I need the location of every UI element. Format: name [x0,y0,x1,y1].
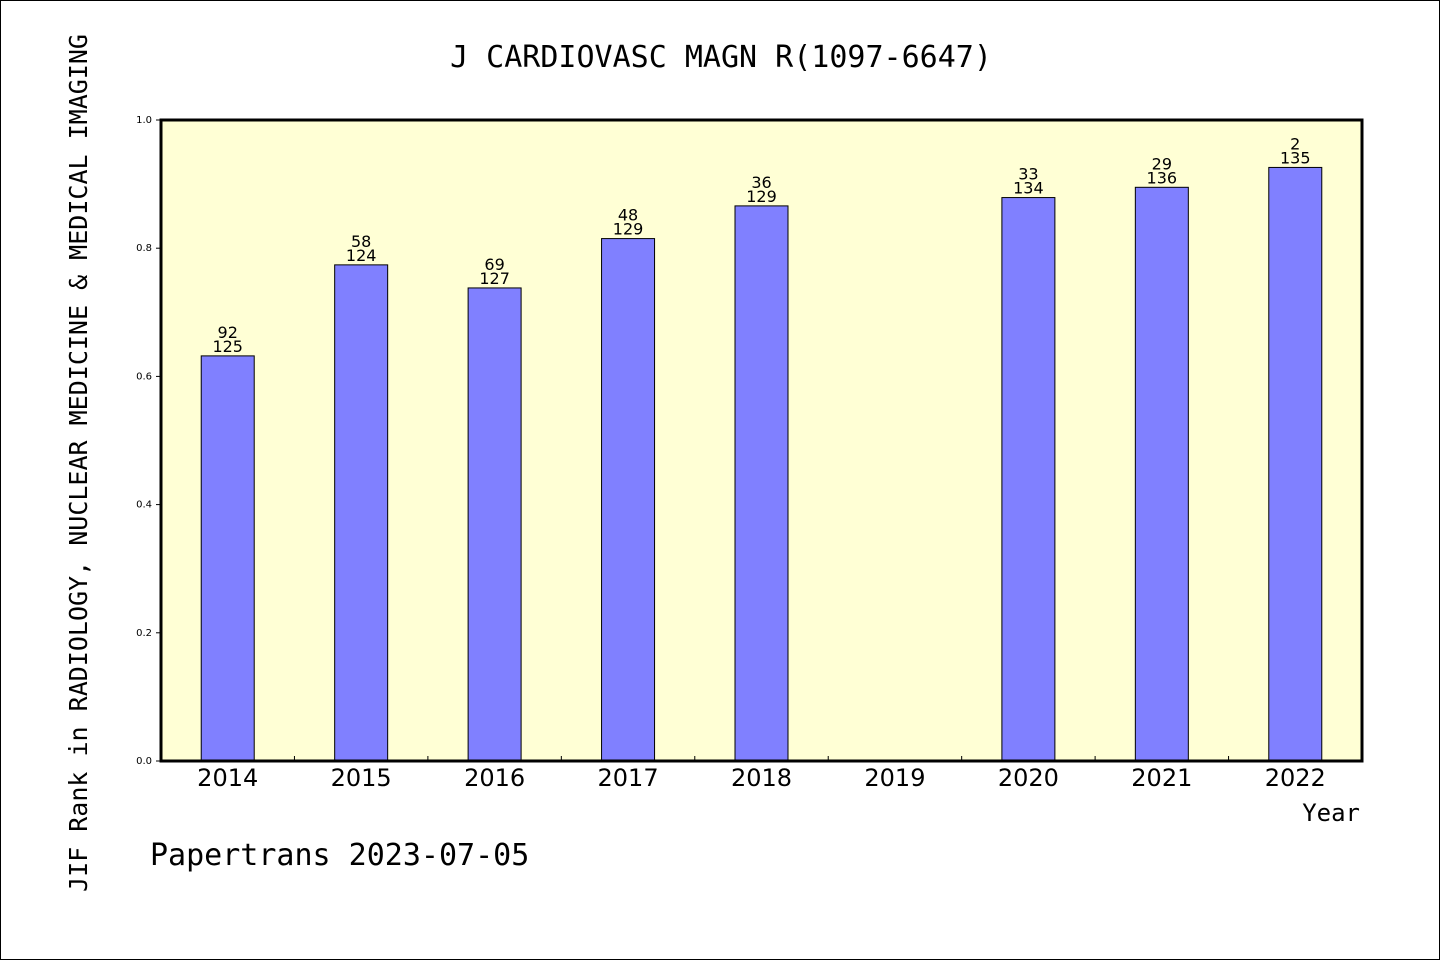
y-tick-label: 0.6 [136,371,152,382]
y-axis-label: JIF Rank in RADIOLOGY, NUCLEAR MEDICINE … [64,34,93,892]
bar-total-label: 134 [1013,179,1044,198]
bar-total-label: 135 [1280,148,1311,167]
bar [601,238,656,762]
x-tick-label: 2016 [464,764,525,792]
bar [1001,197,1056,762]
x-tick-label: 2020 [998,764,1059,792]
chart-title: J CARDIOVASC MAGN R(1097-6647) [450,40,992,75]
bar-total-label: 125 [212,337,243,356]
bar-rank-label: 36 [751,173,771,192]
x-tick-label: 2022 [1265,764,1326,792]
bar-rank-label: 69 [484,255,504,274]
bar-total-label: 136 [1147,168,1178,187]
bar [334,264,389,762]
footer-credit: Papertrans 2023-07-05 [150,838,529,873]
bar-rank-label: 2 [1290,134,1300,153]
x-tick-label: 2021 [1131,764,1192,792]
x-tick-label: 2019 [864,764,925,792]
x-tick-label: 2018 [731,764,792,792]
bar-total-label: 129 [613,220,644,239]
x-axis-label: Year [1302,799,1360,827]
bar-rank-label: 48 [618,206,638,225]
bar-total-label: 129 [746,187,777,206]
bar-rank-label: 58 [351,232,371,251]
bar-total-label: 127 [479,269,510,288]
bar [1134,186,1189,762]
axis-ticks: 0.0 0.2 0.4 0.6 0.8 1.0 2014 2015 2016 2017 2018 20… [136,115,1326,792]
bar-total-label: 124 [346,246,377,265]
bar [467,287,522,762]
bar-rank-label: 92 [218,323,238,342]
y-tick-label: 0.2 [136,628,152,639]
bar-rank-label: 29 [1152,154,1172,173]
y-tick-label: 0.4 [136,500,152,511]
y-tick-label: 1.0 [136,115,152,126]
x-tick-label: 2015 [331,764,392,792]
bar [200,355,255,762]
y-tick-label: 0.8 [136,243,152,254]
bar [734,205,789,762]
x-tick-label: 2017 [598,764,659,792]
bar-rank-label: 33 [1018,165,1038,184]
bar [1268,166,1323,762]
x-tick-label: 2014 [197,764,258,792]
plot-frame [159,118,1364,763]
bars-group [200,166,1323,762]
y-tick-label: 0.0 [136,756,152,767]
